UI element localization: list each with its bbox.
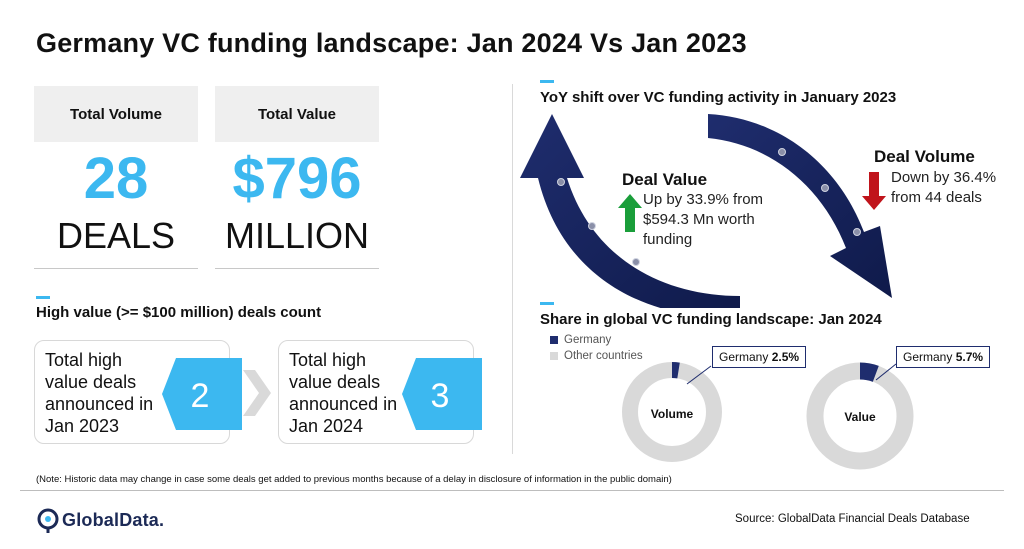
deal-volume-title: Deal Volume: [874, 147, 975, 166]
kpi-divider: [34, 268, 198, 269]
total-volume-value: 28: [83, 146, 149, 211]
yoy-arrows-graphic: [520, 114, 892, 308]
count-badge-2024: [402, 358, 482, 430]
high-value-title: High value (>= $100 million) deals count: [36, 304, 322, 321]
section-accent: [36, 296, 50, 299]
total-value-unit: MILLION: [224, 215, 370, 256]
vertical-divider: [512, 84, 513, 454]
callout-name: Germany: [719, 350, 769, 364]
deal-value-arrow: [520, 114, 740, 308]
donut-label-value: Value: [844, 410, 876, 424]
footer-divider: [20, 490, 1004, 491]
source-text: Source: GlobalData Financial Deals Datab…: [735, 513, 970, 525]
total-volume-header: Total Volume: [34, 86, 198, 142]
donut-value: [806, 362, 914, 470]
donut-label-volume: Volume: [650, 407, 694, 421]
down-arrow-icon: [862, 172, 886, 210]
section-accent: [540, 302, 554, 305]
kpi-divider: [215, 268, 379, 269]
callout-name: Germany: [903, 350, 953, 364]
legend-item-other: Other countries: [550, 350, 643, 362]
legend-label: Germany: [564, 334, 612, 346]
deal-value-text: Up by 33.9% from $594.3 Mn worth funding: [643, 191, 764, 248]
share-title: Share in global VC funding landscape: Ja…: [540, 311, 882, 328]
legend-swatch: [550, 336, 558, 344]
donut-slice-germany: [622, 362, 722, 462]
footnote: (Note: Historic data may change in case …: [36, 474, 672, 485]
total-value-value: $796: [232, 146, 362, 211]
callout-value: 5.7%: [955, 350, 984, 364]
high-value-count-2023: 2: [190, 377, 210, 415]
high-value-text-2024: Total high value deals announced in Jan …: [289, 350, 398, 436]
callout-leader: [875, 363, 897, 381]
deal-value-title: Deal Value: [622, 170, 708, 189]
up-arrow-icon: [618, 194, 642, 232]
callout-leader: [686, 365, 712, 385]
globaldata-logo-text[interactable]: GlobalData.: [62, 510, 165, 530]
yoy-title: YoY shift over VC funding activity in Ja…: [540, 89, 897, 106]
high-value-text-2023: Total high value deals announced in Jan …: [45, 350, 154, 436]
donut-volume: [622, 362, 722, 462]
donut-slice-germany: [806, 362, 914, 470]
callout-value: Germany 5.7%: [896, 346, 991, 368]
high-value-count-2024: 3: [430, 377, 450, 415]
chevron-right-icon: [243, 370, 271, 416]
deal-volume-arrow: [708, 114, 892, 298]
callout-value: 2.5%: [771, 350, 800, 364]
section-accent: [540, 80, 554, 83]
legend-item-germany: Germany: [550, 334, 611, 346]
legend-label: Other countries: [564, 350, 643, 362]
legend-swatch: [550, 352, 558, 360]
total-volume-unit: DEALS: [56, 215, 176, 256]
deal-volume-text: Down by 36.4% from 44 deals: [891, 169, 997, 206]
callout-volume: Germany 2.5%: [712, 346, 807, 368]
count-badge-2023: [162, 358, 242, 430]
total-value-header: Total Value: [215, 86, 379, 142]
page-title: Germany VC funding landscape: Jan 2024 V…: [36, 28, 747, 58]
globaldata-logo-icon: [37, 508, 59, 533]
